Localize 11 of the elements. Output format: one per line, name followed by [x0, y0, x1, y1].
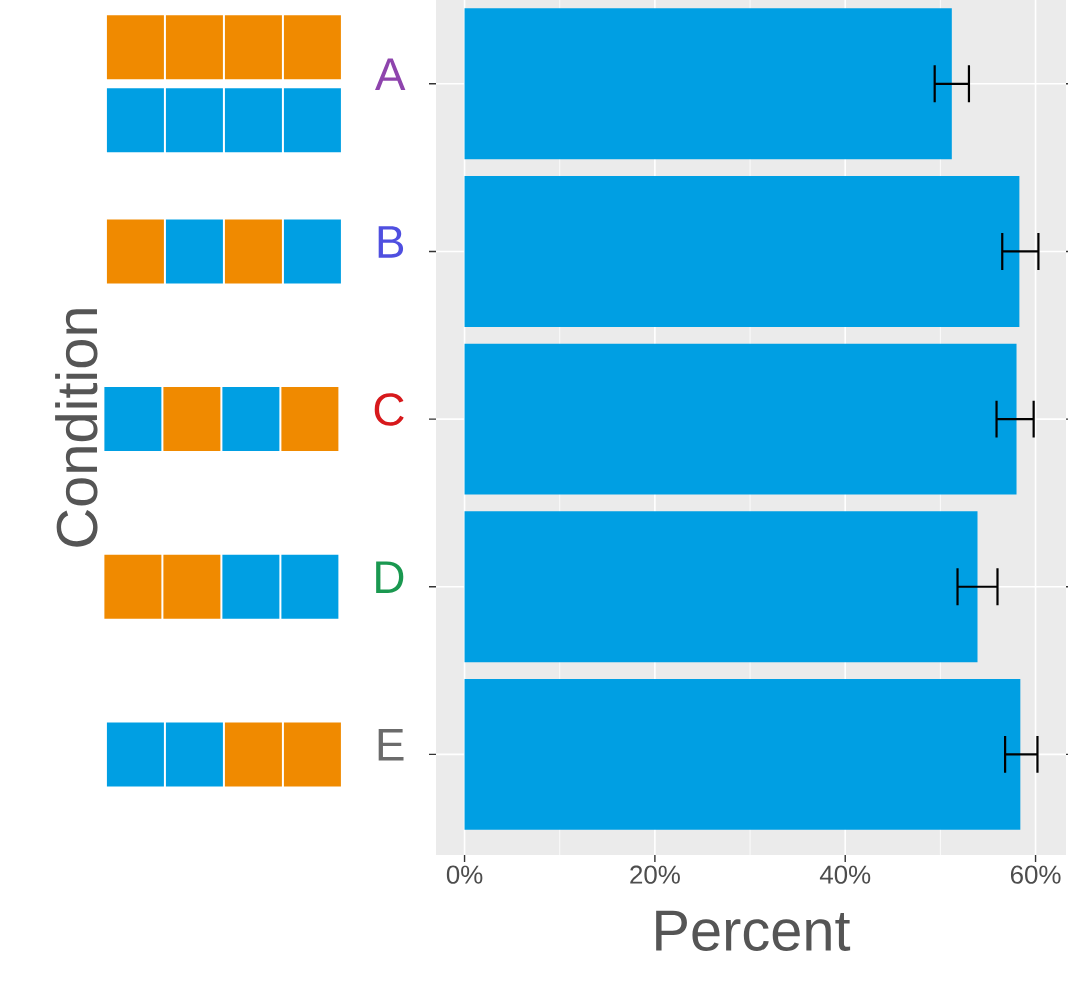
x-tick-label: 60%	[1010, 865, 1061, 884]
y-tick-label: E	[378, 729, 404, 761]
y-tick-label: D	[376, 561, 404, 593]
x-axis-title: Percent	[656, 910, 851, 952]
y-tick-label: B	[378, 226, 404, 258]
y-tick-label: C	[374, 393, 404, 426]
y-axis-title: Condition	[55, 309, 98, 547]
x-tick-label: 0%	[446, 865, 483, 884]
x-tick-label: 20%	[630, 865, 680, 884]
y-tick-label: A	[375, 58, 406, 91]
x-tick-label: 40%	[819, 865, 871, 884]
